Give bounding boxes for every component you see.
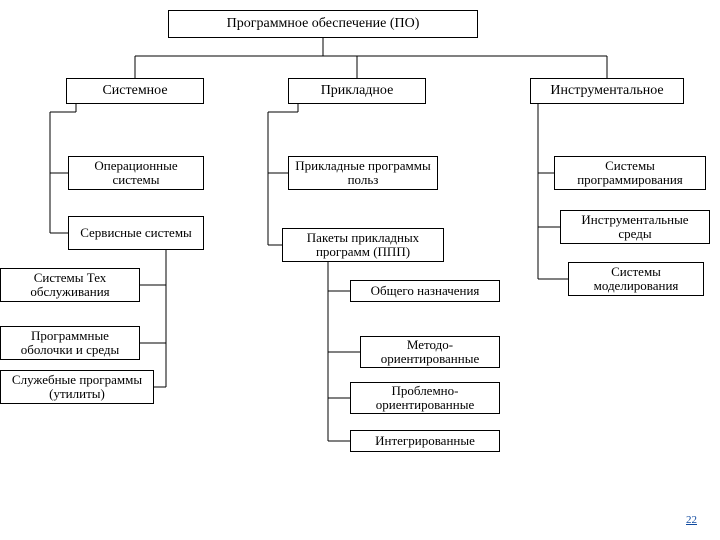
node-gen: Общего назначения [350, 280, 500, 302]
node-serv: Сервисные системы [68, 216, 204, 250]
node-root: Программное обеспечение (ПО) [168, 10, 478, 38]
node-progsys: Системы программирования [554, 156, 706, 190]
node-appuser: Прикладные программы польз [288, 156, 438, 190]
node-tool: Инструментальное [530, 78, 684, 104]
node-shell: Программные оболочки и среды [0, 326, 140, 360]
node-os: Операционные системы [68, 156, 204, 190]
node-ide: Инструментальные среды [560, 210, 710, 244]
node-tech: Системы Тех обслуживания [0, 268, 140, 302]
node-model: Системы моделирования [568, 262, 704, 296]
node-util: Служебные программы (утилиты) [0, 370, 154, 404]
node-prob: Проблемно-ориентированные [350, 382, 500, 414]
node-integ: Интегрированные [350, 430, 500, 452]
node-sys: Системное [66, 78, 204, 104]
page-number: 22 [686, 514, 697, 526]
node-app: Прикладное [288, 78, 426, 104]
node-method: Методо-ориентированные [360, 336, 500, 368]
node-ppp: Пакеты прикладных программ (ППП) [282, 228, 444, 262]
